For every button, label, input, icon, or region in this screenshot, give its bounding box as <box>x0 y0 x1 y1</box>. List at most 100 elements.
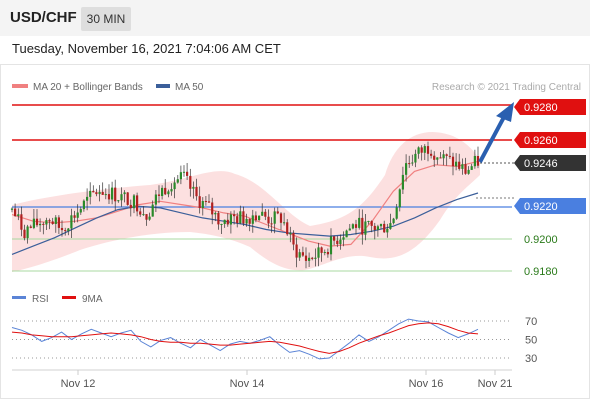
candle <box>48 218 51 230</box>
candle <box>439 152 442 159</box>
candle <box>242 206 245 226</box>
candle <box>373 222 376 240</box>
candle <box>182 165 186 177</box>
candle <box>95 188 98 197</box>
candle <box>167 189 170 198</box>
candle <box>117 200 120 203</box>
candle <box>261 203 264 216</box>
candle <box>120 187 123 207</box>
candle <box>436 157 439 165</box>
candle <box>20 206 23 237</box>
candle <box>464 157 467 175</box>
candle <box>29 224 32 229</box>
candle <box>251 209 254 233</box>
candle <box>389 213 392 230</box>
level-tag-0.9246: 0.9246 <box>514 155 586 171</box>
candle <box>54 215 57 233</box>
candle <box>408 155 411 168</box>
candle <box>207 194 211 203</box>
candle <box>26 224 29 244</box>
bollinger-band <box>12 131 480 272</box>
rsi-tick-label: 50 <box>525 335 537 347</box>
candle <box>195 178 198 201</box>
candle <box>14 203 17 217</box>
candle <box>189 168 192 197</box>
candle <box>320 246 323 262</box>
candle <box>214 211 217 222</box>
candle <box>458 153 461 171</box>
candle <box>157 185 161 204</box>
candle <box>39 218 42 232</box>
candle <box>107 184 111 204</box>
candle <box>92 185 95 193</box>
rsi-ma-line <box>11 322 479 354</box>
candle <box>445 153 448 166</box>
candle <box>176 175 179 184</box>
candle <box>420 145 423 161</box>
candle <box>470 163 473 170</box>
candle <box>223 219 226 228</box>
candle <box>383 220 386 233</box>
rsi-ma-legend-swatch <box>62 296 76 299</box>
candle <box>148 212 151 221</box>
candle <box>23 224 26 241</box>
candle <box>339 234 342 250</box>
candle <box>286 219 289 236</box>
level-tag-label: 0.9260 <box>524 135 558 147</box>
candle <box>326 248 329 258</box>
ma50-legend-label: MA 50 <box>175 82 204 93</box>
candle <box>433 151 436 167</box>
candle <box>401 166 404 194</box>
chart-area: MA 20 + Bollinger Bands MA 50 Research ©… <box>0 64 590 399</box>
level-tag-0.9200: 0.9200 <box>524 234 558 246</box>
candle <box>151 200 154 217</box>
candle <box>211 197 214 225</box>
rsi-tick-label: 70 <box>525 316 537 328</box>
timeframe-button[interactable]: 30 MIN <box>81 7 131 31</box>
candle <box>101 182 104 195</box>
candle <box>270 217 273 233</box>
level-tag-label: 0.9180 <box>524 266 558 278</box>
candle <box>451 152 455 176</box>
candle <box>358 209 361 230</box>
ma20-line <box>11 160 479 247</box>
candle <box>86 188 89 211</box>
forecast-arrow-shaft <box>478 116 506 163</box>
candle <box>70 208 73 238</box>
candle <box>423 144 426 160</box>
candle <box>236 212 239 228</box>
rsi-legend-label: RSI <box>32 294 49 305</box>
candle <box>226 213 229 227</box>
x-tick-label: Nov 21 <box>478 378 513 390</box>
candle <box>186 163 189 180</box>
candle <box>173 177 176 199</box>
level-tag-label: 0.9280 <box>524 102 558 114</box>
candle <box>258 215 261 222</box>
candle <box>295 237 298 268</box>
candle <box>361 209 364 245</box>
candle <box>430 149 433 159</box>
x-tick-label: Nov 16 <box>409 378 444 390</box>
forecast-arrow-head <box>496 102 514 122</box>
candle <box>192 181 195 199</box>
symbol-title: USD/CHF <box>10 9 77 26</box>
rsi-ma-legend-label: 9MA <box>82 294 103 305</box>
candle <box>248 218 251 232</box>
candle <box>336 235 339 248</box>
candle <box>123 190 126 203</box>
rsi-line <box>11 318 479 360</box>
candle <box>179 165 182 185</box>
candle <box>45 217 48 230</box>
candle <box>161 185 164 200</box>
candle <box>10 207 14 213</box>
candle <box>392 217 395 225</box>
candle <box>461 158 464 175</box>
candle <box>89 182 92 205</box>
candle <box>64 227 67 236</box>
candle <box>57 215 60 234</box>
candle <box>386 223 389 238</box>
candle <box>333 235 336 246</box>
candle <box>411 154 414 166</box>
level-tag-label: 0.9200 <box>524 234 558 246</box>
candle <box>473 149 476 169</box>
